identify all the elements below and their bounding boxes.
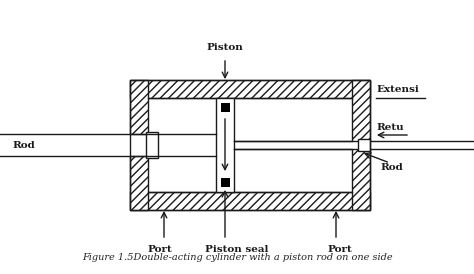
Text: Port: Port (147, 245, 173, 254)
Bar (130, 80, 370, 98)
Text: Piston: Piston (207, 43, 243, 52)
Bar (221, 178, 230, 187)
Text: Figure 1.5Double-acting cylinder with a piston rod on one side: Figure 1.5Double-acting cylinder with a … (82, 253, 392, 262)
Bar (216, 98, 234, 192)
Bar (234, 141, 474, 149)
Text: Port: Port (328, 245, 352, 254)
Bar (352, 80, 370, 210)
Bar (0, 134, 216, 156)
Text: Rod: Rod (380, 162, 403, 172)
Text: Retu: Retu (376, 122, 404, 132)
Bar (146, 132, 158, 158)
Bar (130, 80, 370, 210)
Bar (358, 139, 370, 151)
Bar (148, 98, 352, 192)
Bar (130, 192, 370, 210)
Bar (130, 80, 148, 210)
Text: Rod: Rod (12, 141, 35, 150)
Bar (221, 103, 230, 112)
Text: Piston seal: Piston seal (205, 245, 269, 254)
Text: Extensi: Extensi (376, 85, 419, 95)
